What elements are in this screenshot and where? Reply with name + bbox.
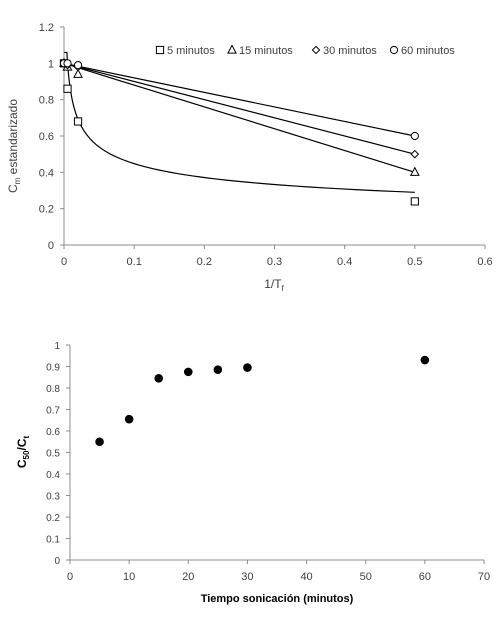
chart1-x-tick-label: 0.3 [267,256,282,268]
chart1-ticks: 0 0.2 0.4 0.6 0.8 1 1.2 0 0.1 0.2 0.3 0.4 0.5 0.6 [39,22,493,268]
chart1-point [73,68,83,78]
chart2-x-tick-label: 70 [478,571,490,583]
chart2-point [95,437,104,447]
chart2-y-tick-label: 0.8 [46,384,60,395]
chart2-y-tick-label: 0.9 [46,363,60,374]
chart1-legend-marker [389,45,399,55]
chart1-y-tick-label: 1 [48,58,54,70]
chart1-point [409,166,420,176]
chart1-point [73,117,83,126]
chart2-points [95,355,430,447]
chart2-y-tick-label: 0 [54,556,60,567]
chart1-point [410,149,420,159]
chart2-y-tick-label: 1 [54,341,60,352]
chart1-x-axis-label: 1/Tf [264,277,284,293]
chart1-trendlines [63,51,416,193]
chart2-x-tick-label: 20 [182,571,194,583]
chart1-y-tick-label: 1.2 [39,22,54,34]
chart2-x-tick-label: 10 [123,571,135,583]
chart2-x-axis-label: Tiempo sonicación (minutos) [201,593,354,605]
chart1-x-tick-label: 0.5 [407,256,422,268]
chart2-ticks: 00.10.20.30.40.50.60.70.80.910 10 20 30 40 50… [46,341,490,583]
chart1-y-axis-label: Cm estandarizado [6,99,22,193]
chart1-y-tick-label: 0.2 [39,204,54,216]
chart2-point [154,374,164,383]
chart2-y-tick-label: 0.7 [46,406,60,417]
chart1-legend-marker [227,44,237,54]
chart2-y-tick-label: 0.2 [46,513,60,524]
chart1-legend-label: 60 minutos [401,45,455,57]
chart1-x-tick-label: 0.2 [197,256,212,268]
chart1-legend-marker [311,45,321,55]
chart1-trendline [63,62,415,155]
chart-concentration-vs-inverse-time: 0 0.2 0.4 0.6 0.8 1 1.2 0 0.1 0.2 0.3 0.4 0.5 0.6 5 m… [6,22,493,293]
chart2-y-axis-label: C50/Ct [15,436,31,469]
chart2-x-tick-label: 40 [300,571,312,583]
chart-ratio-vs-sonication-time: 00.10.20.30.40.50.60.70.80.910 10 20 30 40 50… [15,341,490,605]
chart1-y-tick-label: 0.6 [39,131,54,143]
chart2-x-tick-label: 0 [67,571,73,583]
chart2-y-tick-label: 0.5 [46,449,60,460]
chart1-legend-label: 30 minutos [323,45,377,57]
chart1-x-tick-label: 0.1 [127,256,142,268]
chart1-point [63,84,72,93]
chart2-point [124,414,134,424]
chart1-trendline [63,62,416,173]
chart1-legend-marker [155,45,165,55]
chart2-point [213,365,223,375]
chart1-y-tick-label: 0 [48,240,54,252]
chart1-point [410,131,419,141]
chart2-y-tick-label: 0.6 [46,427,60,438]
chart1-legend: 5 minutos 15 minutos 30 minutos 60 minutos [155,44,455,57]
chart2-point [243,363,252,372]
chart1-point [410,197,419,206]
chart1-points [59,57,420,206]
chart2-axes [69,345,484,561]
chart1-y-tick-label: 0.4 [39,167,54,179]
chart1-trendline [64,51,415,193]
chart2-x-tick-label: 30 [241,571,253,583]
chart1-y-tick-label: 0.8 [39,95,54,107]
chart1-legend-label: 15 minutos [239,45,293,57]
chart2-y-tick-label: 0.3 [46,492,60,503]
chart2-y-tick-label: 0.4 [46,470,60,481]
chart2-y-tick-label: 0.1 [46,535,60,546]
chart2-x-tick-label: 60 [419,571,431,583]
chart1-x-tick-label: 0 [61,256,67,268]
chart1-point [73,61,83,70]
chart1-trendline [63,62,415,137]
chart2-point [183,367,193,377]
chart1-x-tick-label: 0.4 [337,256,352,268]
chart1-x-tick-label: 0.6 [477,256,492,268]
chart1-legend-label: 5 minutos [167,45,215,57]
chart1-axes [63,27,485,246]
chart1-point [63,59,72,68]
chart2-x-tick-label: 50 [360,571,372,583]
chart2-point [420,355,430,365]
